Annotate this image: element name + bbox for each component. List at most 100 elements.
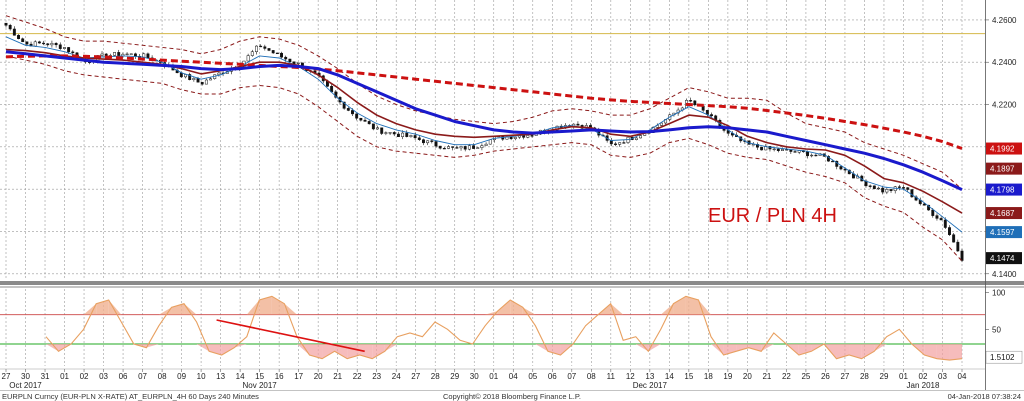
oscillator-oversold-fill: [221, 344, 235, 355]
series-moving-average-long: [5, 54, 963, 150]
value-tag-label: 4.1897: [990, 165, 1015, 174]
candle-body: [956, 241, 960, 252]
oscillator-oversold-fill: [46, 344, 59, 352]
candle-body: [371, 123, 375, 130]
candle-body: [50, 43, 54, 46]
oscillator-overbought-fill: [96, 300, 109, 315]
x-tick-label: 01: [899, 372, 908, 381]
x-month-label: Nov 2017: [243, 381, 278, 390]
series-moving-average-mid: [5, 50, 963, 191]
oscillator-overbought-fill: [259, 296, 272, 315]
x-tick-label: 06: [548, 372, 557, 381]
candle-body: [271, 50, 275, 54]
candle-body: [396, 133, 400, 137]
x-tick-label: 02: [919, 372, 928, 381]
value-tag-box: [986, 226, 1022, 239]
candle-body: [689, 100, 693, 102]
y-tick-label: 4.2200: [992, 101, 1017, 110]
candle-body: [609, 140, 613, 145]
value-tag-label: 4.1474: [990, 254, 1015, 263]
candle-body: [388, 132, 392, 134]
oscillator-overbought-fill: [685, 296, 699, 315]
candle-body: [447, 146, 450, 149]
candle-body: [902, 187, 906, 189]
candle-body: [442, 147, 446, 150]
oscillator-oversold-fill: [748, 344, 762, 352]
footer-source: EURPLN Curncy (EUR-PLN X-RATE) AT_EURPLN…: [2, 392, 259, 401]
candle-body: [872, 185, 876, 189]
candle-body: [125, 53, 129, 55]
candle-body: [133, 53, 137, 57]
candle-body: [351, 110, 354, 115]
candle-body: [422, 139, 425, 144]
candle-body: [814, 154, 818, 157]
candle-body: [146, 53, 150, 59]
candle-body: [897, 186, 901, 188]
candle-body: [843, 168, 847, 171]
candle-body: [46, 43, 50, 46]
candle-body: [384, 132, 388, 134]
candle-body: [25, 41, 29, 45]
x-month-label: Oct 2017: [9, 381, 42, 390]
candle-body: [284, 56, 288, 60]
price-series-lines: [5, 15, 963, 262]
candle-body: [250, 51, 254, 56]
value-tag-label: 4.1687: [990, 209, 1015, 218]
candle-body: [288, 58, 292, 62]
candle-body: [881, 187, 885, 193]
oscillator-overbought-fill: [485, 311, 498, 315]
x-tick-label: 28: [431, 372, 440, 381]
x-tick-label: 14: [665, 372, 674, 381]
oscillator-oversold-fill: [296, 344, 310, 355]
x-tick-label: 21: [333, 372, 342, 381]
oscillator-oversold-fill: [359, 344, 373, 359]
candle-body: [117, 52, 121, 57]
x-tick-label: 10: [197, 372, 206, 381]
candle-body: [430, 140, 434, 142]
candle-body: [342, 101, 346, 109]
candle-body: [58, 44, 62, 49]
candle-body: [751, 144, 755, 146]
candle-body: [839, 166, 843, 170]
candle-body: [355, 113, 359, 119]
panel-separator: [0, 281, 1024, 285]
value-tag-box: [986, 142, 1022, 155]
candle-body: [392, 132, 396, 135]
oscillator-oversold-fill: [384, 344, 398, 352]
x-tick-label: 29: [880, 372, 889, 381]
candle-body: [943, 219, 947, 228]
candle-body: [42, 42, 46, 45]
candle-body: [100, 53, 104, 56]
candle-body: [409, 135, 413, 137]
candle-body: [906, 187, 910, 190]
y-tick-label: 4.2600: [992, 16, 1017, 25]
candle-body: [922, 203, 926, 206]
oscillator-oversold-fill: [949, 344, 962, 361]
oscillator-overbought-fill: [246, 300, 260, 315]
x-axis-day-ticks: 27 30 31 01 02 03 06 07 08 09 10 13 14 15 16 17 20 21 22 23…: [2, 369, 967, 381]
candle-body: [263, 46, 267, 49]
candle-body: [634, 137, 638, 140]
y-tick-label: 4.2400: [992, 58, 1017, 67]
oscillator-oversold-fill: [874, 344, 887, 352]
candle-body: [931, 209, 935, 216]
osc-y-tick-label: 100: [992, 289, 1006, 298]
divergence-line: [216, 319, 365, 353]
y-tick-label: 4.1400: [992, 270, 1017, 279]
candle-body: [67, 47, 71, 53]
candle-body: [255, 45, 258, 52]
candle-body: [367, 121, 371, 125]
x-tick-label: 12: [626, 372, 635, 381]
x-tick-label: 24: [392, 372, 401, 381]
oscillator-panel: 100 50 1.5102: [0, 289, 1023, 366]
price-value-tags: 4.1992 4.1897 4.1798 4.1687 4.1597 4.1474: [986, 142, 1022, 265]
oscillator-oversold-fill: [322, 344, 335, 359]
x-tick-label: 16: [275, 372, 284, 381]
x-axis: 27 30 31 01 02 03 06 07 08 09 10 13 14 15 16 17 20 21 22 23…: [0, 368, 985, 390]
price-panel: EUR / PLN 4H 4.26004.24004.22004.20004.1…: [0, 0, 1022, 280]
candle-body: [885, 189, 889, 193]
candle-body: [217, 72, 221, 75]
x-tick-label: 15: [255, 372, 264, 381]
x-tick-label: 28: [860, 372, 869, 381]
